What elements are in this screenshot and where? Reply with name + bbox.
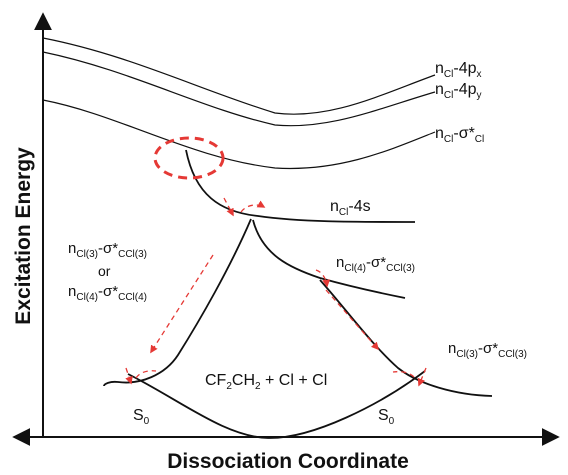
label-ncl-4s: nCl-4s	[330, 198, 371, 218]
curve-s0-ground	[127, 370, 426, 439]
label-products: CF2CH2 + Cl + Cl	[205, 372, 327, 392]
label-ncl-4py: nCl-4py	[435, 81, 481, 101]
arrow-top-loop	[240, 200, 266, 213]
curve-ncl-4py	[42, 51, 436, 127]
curve-left-repulsive	[103, 218, 252, 387]
label-ncl-sigma-cl: nCl-σ*Cl	[435, 125, 484, 145]
arrow-right-turn	[315, 269, 331, 288]
label-ncl-4px: nCl-4px	[435, 60, 481, 80]
label-s0-right: S0	[378, 407, 395, 427]
arrow-4s-down	[223, 197, 234, 217]
curve-ncl-sigma-cl	[42, 99, 436, 170]
curve-ncl4-sigma	[252, 219, 406, 299]
label-ncl4-sigma-ccl3: nCl(4)-σ*CCl(3)	[336, 254, 415, 274]
label-ncl3-sigma-ccl3-right: nCl(3)-σ*CCl(3)	[448, 340, 527, 360]
label-or: or	[98, 263, 111, 279]
curve-ncl-4s	[185, 149, 416, 223]
label-s0-left: S0	[133, 407, 150, 427]
intersection-ellipse	[153, 136, 225, 180]
label-left-ncl4-sigma: nCl(4)-σ*CCl(4)	[68, 283, 147, 303]
label-left-ncl3-sigma: nCl(3)-σ*CCl(3)	[68, 240, 147, 260]
y-axis-title: Excitation Energy	[12, 147, 35, 325]
arrow-left-long	[150, 254, 214, 354]
arrow-right-long	[325, 289, 380, 351]
curve-ncl-4px	[42, 37, 436, 115]
arrow-right-bottom-curve	[392, 371, 415, 378]
arrow-left-bottom-curve	[135, 370, 157, 379]
x-axis-title: Dissociation Coordinate	[167, 450, 409, 473]
curve-right-repulsive	[319, 279, 493, 397]
arrow-left-bottom	[125, 367, 133, 385]
arrow-right-bottom	[417, 367, 427, 387]
